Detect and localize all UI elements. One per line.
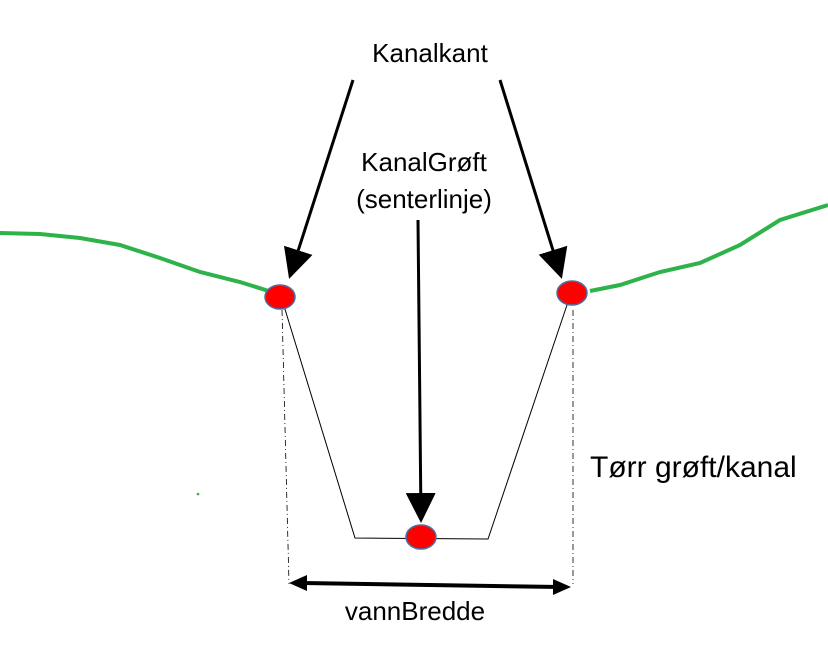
terrain-right	[589, 203, 828, 293]
width-double-arrow	[302, 581, 561, 589]
bank-arrow-right	[498, 79, 568, 279]
bank-label: Kanalkant	[372, 38, 488, 68]
terrain-speck	[196, 492, 200, 496]
width-label: vannBredde	[345, 596, 485, 626]
width-arrowhead-right	[553, 579, 571, 595]
centerline-label-line2: (senterlinje)	[356, 184, 492, 214]
bank-point-left	[264, 284, 296, 310]
width-guide-left	[281, 309, 290, 585]
centerline-label-line1: KanalGrøft	[361, 147, 487, 177]
bank-point-right	[556, 280, 588, 306]
bank-arrow-left	[283, 79, 355, 279]
dry-ditch-label: Tørr grøft/kanal	[590, 451, 797, 484]
ditch-profile	[283, 301, 569, 540]
centerline-point	[405, 524, 437, 550]
terrain-left	[0, 231, 276, 295]
width-arrowhead-left	[289, 575, 307, 591]
centerline-arrow	[405, 219, 436, 523]
